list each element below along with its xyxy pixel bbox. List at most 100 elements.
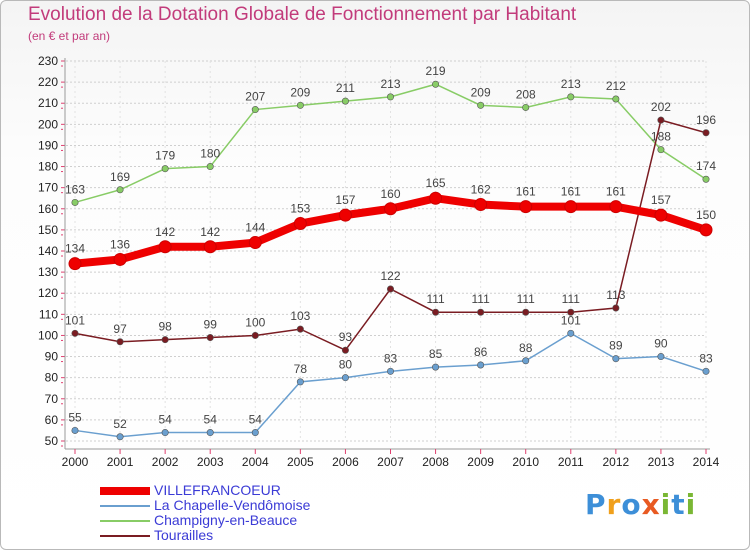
data-point [522, 308, 530, 316]
grid-layer [66, 60, 707, 442]
data-point [341, 346, 349, 354]
data-point [203, 240, 217, 254]
data-label: 157 [335, 193, 355, 207]
axis-layer: 50 60 70 80 90 100 110 120 130 140 150 160 170 180 190… [38, 54, 720, 469]
data-point [206, 334, 214, 342]
data-label: 162 [471, 183, 491, 197]
data-point [699, 223, 713, 237]
data-label: 188 [651, 130, 671, 144]
data-label: 160 [380, 187, 400, 201]
data-point [158, 240, 172, 254]
data-label: 142 [155, 225, 175, 239]
data-label: 208 [516, 87, 536, 101]
x-tick-label: 2007 [377, 455, 404, 469]
data-point [296, 101, 304, 109]
data-label: 98 [158, 320, 172, 334]
data-label: 142 [200, 225, 220, 239]
y-tick-label: 110 [39, 307, 58, 321]
data-point [251, 106, 259, 114]
data-label: 97 [113, 322, 127, 336]
legend-swatch [100, 487, 150, 496]
data-label: 213 [380, 77, 400, 91]
data-point [612, 355, 620, 363]
data-label: 111 [426, 292, 445, 306]
x-tick-label: 2012 [603, 455, 630, 469]
legend-swatch [100, 520, 150, 523]
data-label: 136 [110, 237, 130, 251]
data-point [161, 165, 169, 173]
data-point [657, 146, 665, 154]
y-tick-label: 220 [38, 75, 58, 89]
data-point [386, 285, 394, 293]
data-label: 55 [68, 410, 82, 424]
label-layer: 134 136 142 142 144 153 157 160 165 162 161 161 161 1… [65, 64, 716, 431]
y-tick-label: 210 [38, 96, 58, 110]
x-tick-label: 2014 [693, 455, 720, 469]
data-point [161, 336, 169, 344]
data-point [612, 95, 620, 103]
data-point [251, 331, 259, 339]
data-point [248, 236, 262, 250]
data-label: 163 [65, 182, 85, 196]
y-tick-label: 230 [38, 54, 58, 68]
data-label: 88 [519, 341, 533, 355]
x-tick-label: 2002 [152, 455, 179, 469]
data-label: 111 [562, 292, 581, 306]
legend-label: La Chapelle-Vendômoise [154, 497, 311, 513]
legend-label: VILLEFRANCOEUR [154, 482, 281, 498]
y-tick-label: 180 [38, 160, 58, 174]
x-tick-label: 2006 [332, 455, 359, 469]
data-label: 90 [654, 337, 668, 351]
proxiti-logo: Proxiti [585, 488, 697, 521]
data-point [338, 208, 352, 222]
data-point [432, 80, 440, 88]
data-point [477, 308, 485, 316]
data-label: 161 [516, 185, 536, 199]
data-point [657, 353, 665, 361]
data-label: 196 [696, 113, 716, 127]
data-label: 150 [696, 208, 716, 222]
data-label: 209 [290, 85, 310, 99]
data-point [702, 367, 710, 375]
data-point [702, 175, 710, 183]
data-point [341, 374, 349, 382]
y-tick-label: 130 [38, 265, 58, 279]
data-point [567, 329, 575, 337]
data-label: 113 [606, 288, 625, 302]
data-point [384, 202, 397, 216]
data-label: 101 [65, 313, 85, 327]
data-point [71, 426, 79, 434]
y-tick-label: 60 [45, 413, 59, 427]
x-tick-label: 2011 [558, 455, 584, 469]
data-point [161, 429, 169, 437]
data-point [116, 433, 124, 441]
data-label: 54 [249, 413, 263, 427]
data-point [432, 363, 440, 371]
data-point [609, 200, 623, 214]
data-label: 101 [561, 313, 581, 327]
data-label: 111 [472, 292, 491, 306]
x-tick-label: 2008 [422, 455, 449, 469]
chart-subtitle: (en € et par an) [28, 29, 111, 43]
legend-item: La Chapelle-Vendômoise [100, 498, 310, 513]
y-tick-label: 140 [38, 244, 58, 258]
data-point [341, 97, 349, 105]
data-point [522, 357, 530, 365]
x-tick-label: 2001 [107, 455, 134, 469]
data-label: 161 [561, 185, 581, 199]
data-label: 207 [245, 90, 265, 104]
data-point [567, 308, 575, 316]
data-label: 211 [336, 81, 355, 95]
data-point [296, 378, 304, 386]
data-label: 169 [110, 170, 130, 184]
y-tick-label: 80 [45, 371, 59, 385]
data-label: 93 [339, 330, 353, 344]
data-label: 89 [609, 339, 623, 353]
data-point [519, 200, 533, 214]
x-tick-label: 2003 [197, 455, 224, 469]
data-point [116, 338, 124, 346]
series-layer [68, 80, 713, 441]
y-tick-label: 190 [38, 138, 58, 152]
chart-title: Evolution de la Dotation Globale de Fonc… [28, 4, 577, 25]
